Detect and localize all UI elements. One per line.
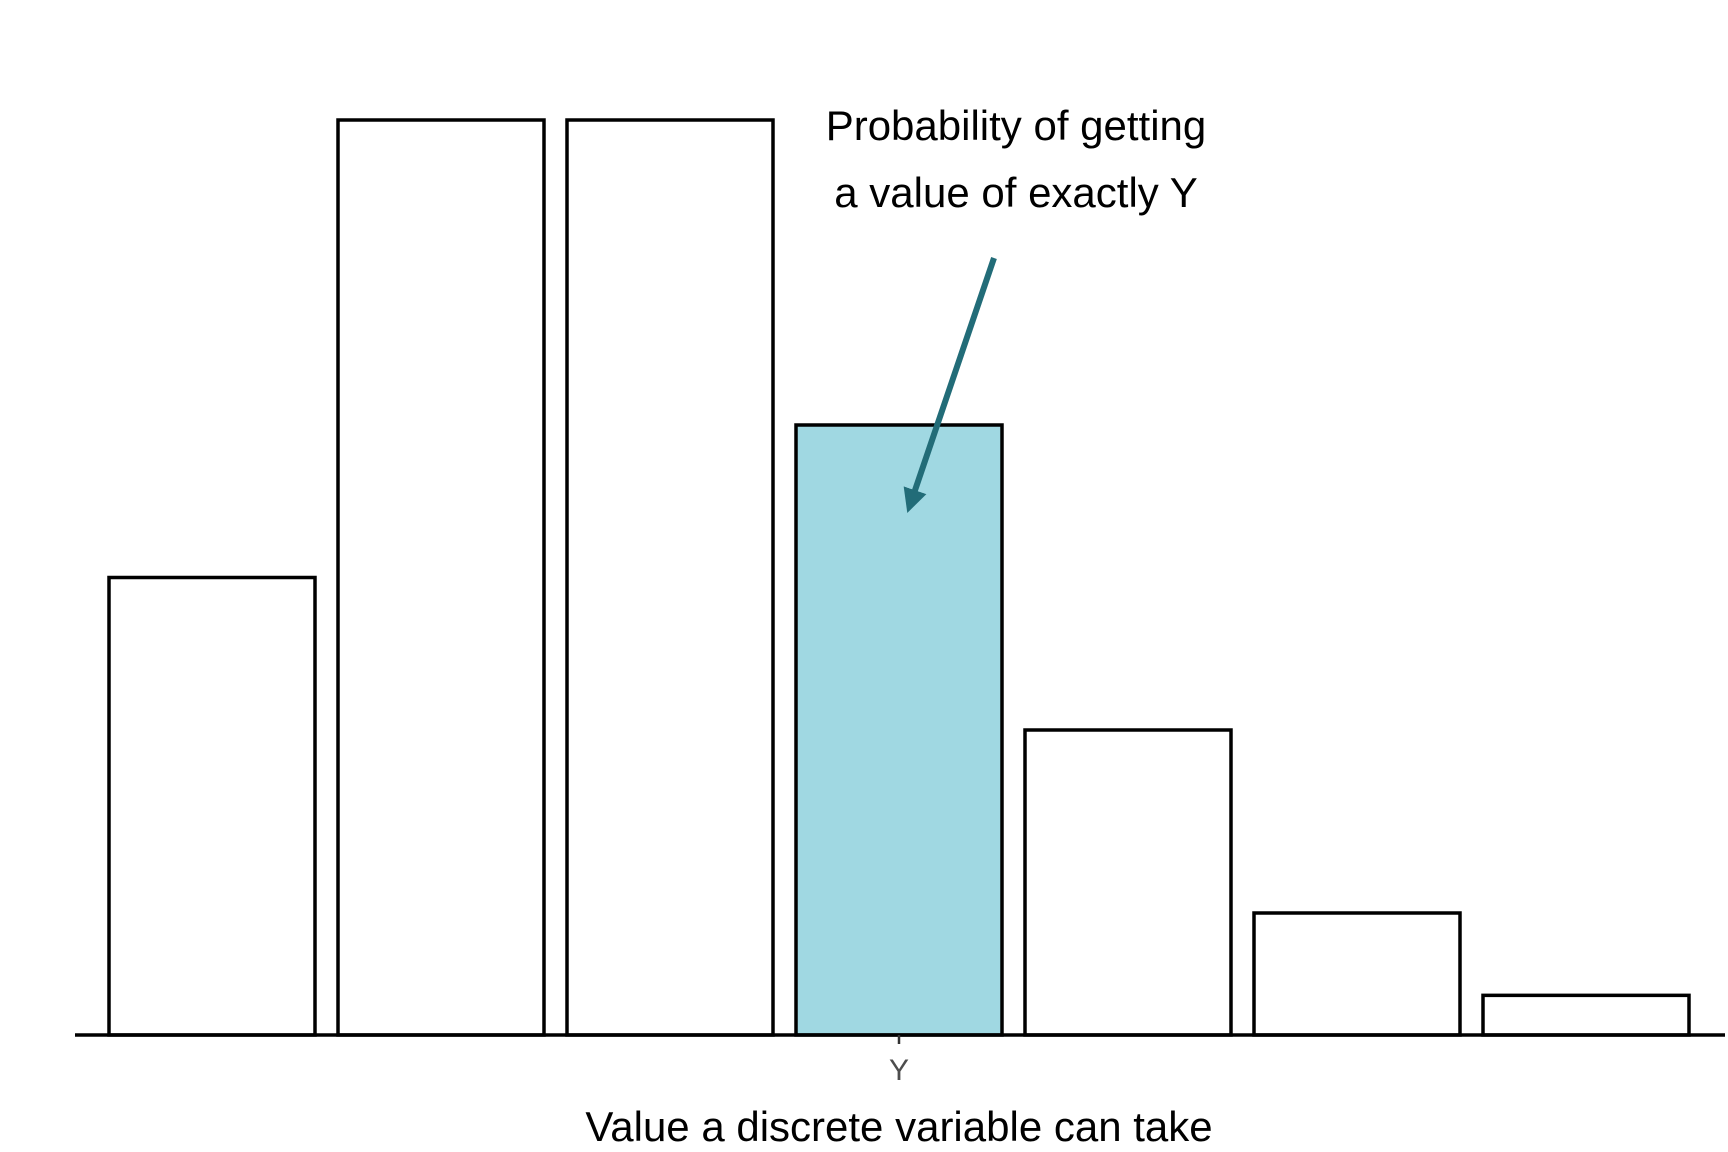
bar-highlighted — [794, 423, 1004, 1037]
bar — [1023, 728, 1233, 1037]
annotation-arrow — [903, 257, 997, 513]
bar — [565, 118, 775, 1037]
bar — [336, 118, 546, 1037]
annotation-line-2: a value of exactly Y — [834, 169, 1197, 216]
x-tick-label: Y — [889, 1054, 909, 1087]
bar — [107, 575, 317, 1037]
x-axis-title: Value a discrete variable can take — [585, 1103, 1212, 1150]
bar — [1481, 993, 1691, 1037]
bar — [1252, 911, 1462, 1037]
annotation-line-1: Probability of getting — [826, 102, 1207, 149]
bars-layer — [107, 118, 1691, 1037]
x-ticks-layer: Y — [889, 1035, 909, 1087]
annotation: Probability of getting a value of exactl… — [826, 102, 1207, 513]
